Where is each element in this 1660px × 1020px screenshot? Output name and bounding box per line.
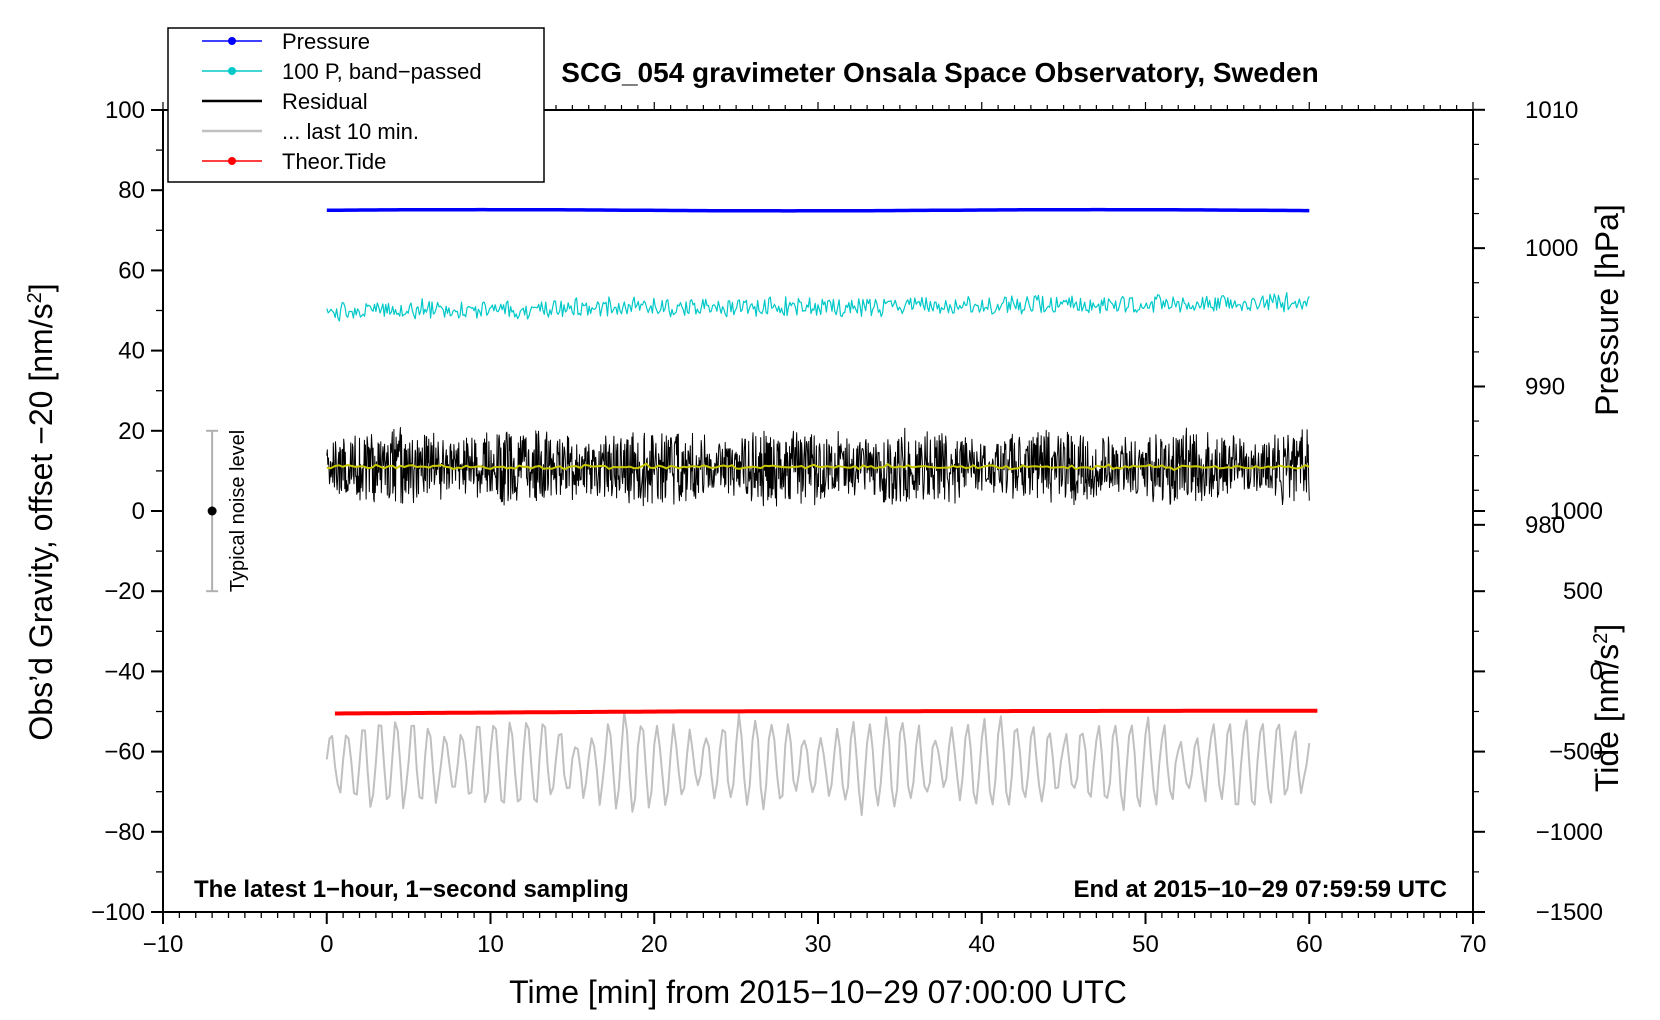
y-tick-label: −60 (104, 739, 145, 766)
pressure-tick-label: 1010 (1525, 97, 1578, 124)
y-axis-tide-label-close: ] (1589, 624, 1625, 633)
series-theor-tide-line (334, 708, 1318, 716)
y-axis-left-label-sup: 2 (24, 292, 46, 303)
y-tick-label: 80 (118, 177, 145, 204)
y-tick-label: −80 (104, 819, 145, 846)
y-axis-tide-label: Tide [nm/s2] (1589, 624, 1625, 792)
legend-swatch-marker (228, 157, 236, 165)
series-pressure-line (326, 207, 1310, 213)
plot-frame (162, 109, 1474, 913)
legend-swatch-marker (228, 37, 236, 45)
series-residual-line (326, 427, 1310, 507)
series-band-passed-line (326, 292, 1310, 322)
y-tick-label: 100 (105, 97, 145, 124)
y-tick-label: 40 (118, 338, 145, 365)
pressure-tick-label: 1000 (1525, 235, 1578, 262)
y-axis-left-label: Obs’d Gravity, offset −20 [nm/s2] (23, 283, 59, 740)
pressure-tick-label: 990 (1525, 373, 1565, 400)
x-tick-label: 60 (1296, 931, 1323, 958)
legend-label: Residual (282, 89, 368, 114)
tide-tick-label: −1500 (1536, 899, 1603, 926)
legend-box (167, 27, 545, 183)
noise-bar-center-dot (207, 506, 217, 516)
legend-swatch-marker (228, 67, 236, 75)
y-tick-label: −40 (104, 658, 145, 685)
legend-label: Pressure (282, 29, 370, 54)
x-tick-label: 10 (477, 931, 504, 958)
noise-bar-label: Typical noise level (227, 430, 249, 592)
y-tick-label: −100 (91, 899, 145, 926)
pressure-tick-label: 980 (1525, 512, 1565, 539)
tide-tick-label: −1000 (1536, 819, 1603, 846)
legend: Pressure 100 P, band−passed Residual ... la… (167, 27, 545, 183)
y-tick-label: 0 (132, 498, 145, 525)
y-axis-pressure-label: Pressure [hPa] (1589, 204, 1625, 416)
x-tick-label: 20 (641, 931, 668, 958)
annotation-left: The latest 1−hour, 1−second sampling (194, 876, 629, 903)
series-last-10-min-line (325, 711, 1311, 817)
x-tick-label: −10 (143, 931, 184, 958)
chart-title: SCG_054 gravimeter Onsala Space Observat… (561, 57, 1318, 88)
x-tick-label: 40 (968, 931, 995, 958)
legend-label: 100 P, band−passed (282, 59, 482, 84)
y-axis-tide-label-sup: 2 (1590, 633, 1612, 644)
tide-tick-label: −500 (1549, 739, 1603, 766)
annotation-right: End at 2015−10−29 07:59:59 UTC (1073, 876, 1447, 903)
y-axis-left-label-close: ] (23, 283, 59, 292)
y-tick-label: 60 (118, 257, 145, 284)
y-tick-label: 20 (118, 418, 145, 445)
series-residual-smoothed-line (326, 462, 1310, 471)
legend-label: ... last 10 min. (282, 119, 419, 144)
tide-tick-label: 1000 (1550, 498, 1603, 525)
x-tick-label: 0 (320, 931, 333, 958)
x-tick-label: 50 (1132, 931, 1159, 958)
x-tick-label: 30 (805, 931, 832, 958)
y-tick-label: −20 (104, 578, 145, 605)
x-axis-label: Time [min] from 2015−10−29 07:00:00 UTC (509, 974, 1127, 1010)
tide-tick-label: 0 (1590, 658, 1603, 685)
tide-tick-label: 500 (1563, 578, 1603, 605)
legend-label: Theor.Tide (282, 149, 386, 174)
x-tick-label: 70 (1460, 931, 1487, 958)
y-axis-left-label-main: Obs’d Gravity, offset −20 [nm/s (23, 303, 59, 740)
y-axis-tide-label-main: Tide [nm/s (1589, 644, 1625, 792)
